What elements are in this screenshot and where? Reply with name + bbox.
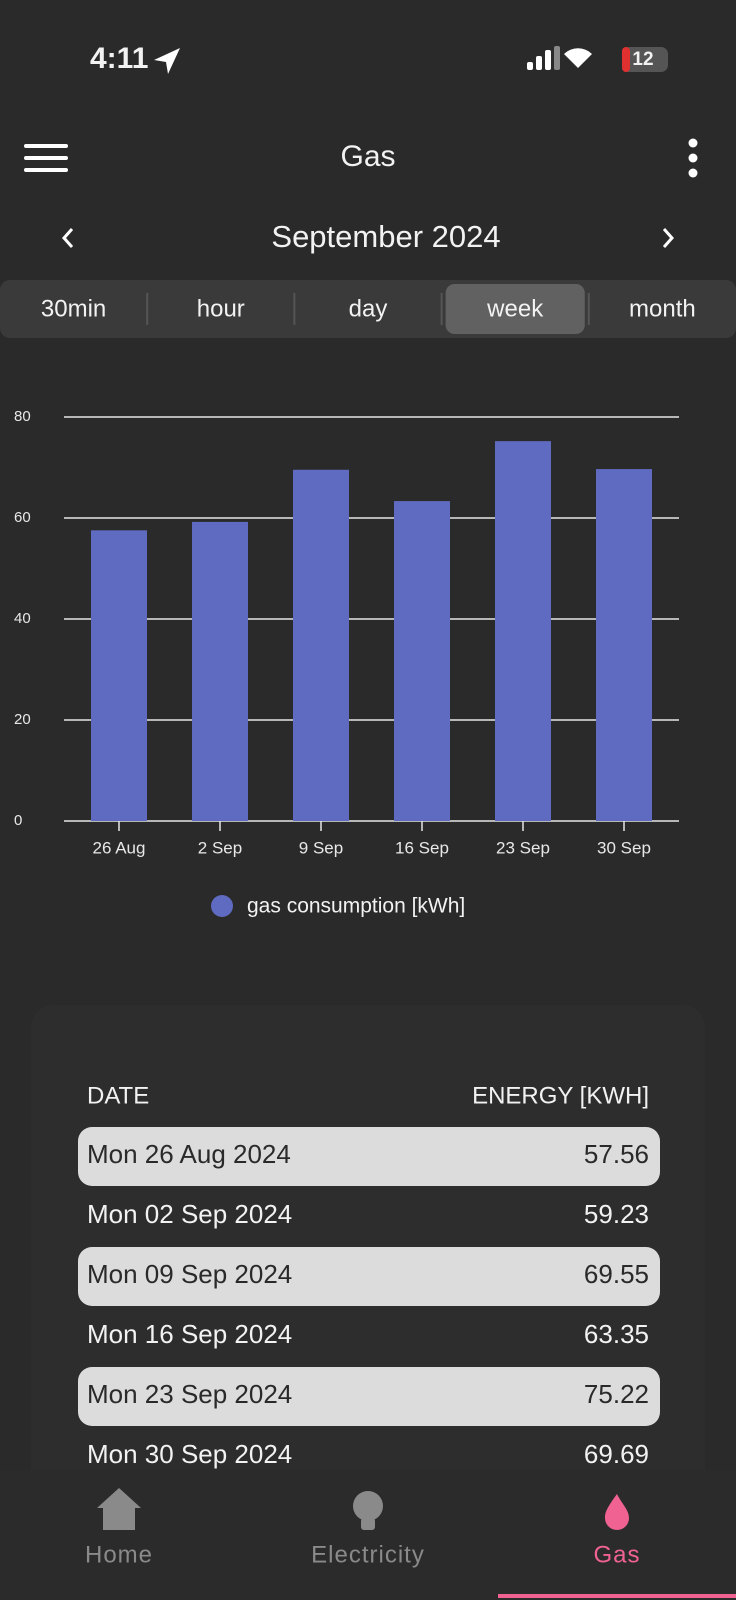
prev-button[interactable] [61,228,74,248]
more-button[interactable] [688,138,698,178]
row-date: Mon 16 Sep 2024 [87,1319,292,1349]
row-highlight [78,1367,660,1426]
x-tick-label: 9 Sep [299,838,343,857]
x-tick-label: 30 Sep [597,838,651,857]
battery [622,47,668,72]
period-label: September 2024 [271,219,500,254]
column-header: ENERGY [KWH] [472,1082,649,1109]
status-time: 4:11 [90,42,148,75]
row-energy: 57.56 [584,1139,649,1169]
bar [495,441,551,821]
tab[interactable]: day [349,295,388,322]
tab[interactable]: week [486,295,544,322]
next-button[interactable] [662,228,675,248]
nav-item[interactable]: Home [85,1541,153,1568]
menu-button[interactable] [24,144,68,172]
bar [192,521,248,821]
bar [596,469,652,821]
home-icon [97,1488,141,1530]
y-tick-label: 20 [14,711,31,728]
wifi-icon [564,48,592,68]
bottom-nav [0,1470,736,1600]
page-title: Gas [340,140,395,173]
row-energy: 63.35 [584,1319,649,1349]
bar [293,469,349,821]
bulb-icon [353,1491,383,1530]
row-highlight [78,1247,660,1306]
y-tick-label: 80 [14,408,31,425]
row-energy: 69.69 [584,1439,649,1469]
x-tick-label: 2 Sep [198,838,242,857]
battery-text: 12 [632,49,653,70]
nav-item[interactable]: Electricity [311,1541,425,1568]
x-tick-label: 16 Sep [395,838,449,857]
signal-icon [527,46,560,70]
tab[interactable]: month [629,295,696,322]
x-tick-label: 26 Aug [93,838,146,857]
row-date: Mon 23 Sep 2024 [87,1379,292,1409]
row-energy: 75.22 [584,1379,649,1409]
row-highlight [78,1127,660,1186]
nav-item[interactable]: Gas [593,1541,640,1568]
active-tab-bg [445,284,585,334]
column-header: DATE [87,1082,149,1109]
battery-level [622,47,630,72]
legend-label: gas consumption [kWh] [247,895,465,918]
tab[interactable]: hour [197,295,245,322]
active-indicator [498,1594,736,1598]
y-tick-label: 0 [14,812,22,829]
tab[interactable]: 30min [41,295,106,322]
y-tick-label: 60 [14,509,31,526]
gas-icon [605,1494,629,1530]
bar [394,501,450,821]
y-tick-label: 40 [14,610,31,627]
row-date: Mon 30 Sep 2024 [87,1439,292,1469]
bar [91,530,147,821]
row-energy: 59.23 [584,1199,649,1229]
row-date: Mon 09 Sep 2024 [87,1259,292,1289]
row-date: Mon 26 Aug 2024 [87,1139,291,1169]
legend-marker [211,895,233,917]
row-date: Mon 02 Sep 2024 [87,1199,292,1229]
x-tick-label: 23 Sep [496,838,550,857]
location-icon [154,48,180,74]
row-energy: 69.55 [584,1259,649,1289]
